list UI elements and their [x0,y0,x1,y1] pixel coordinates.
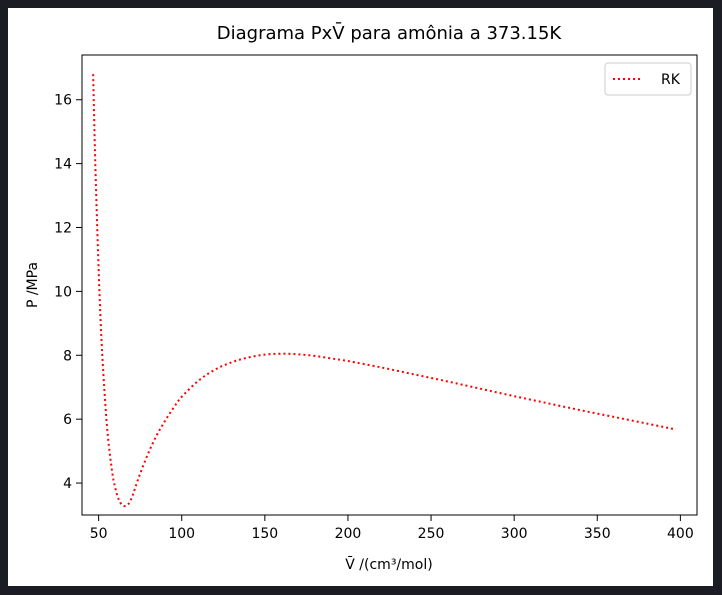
x-axis: 50 100 150 200 250 300 350 400 [90,515,694,542]
x-tick-label: 350 [584,526,611,542]
x-tick-label: 250 [418,526,445,542]
y-tick-label: 16 [54,93,72,109]
y-tick-label: 8 [63,348,72,364]
x-tick-label: 300 [501,526,528,542]
legend-box [604,62,692,96]
chart-svg: Diagrama PxV̄ para amônia a 373.15K 50 10… [25,22,698,573]
series-layer [92,74,676,508]
x-axis-label: V̄ /(cm³/mol) [345,555,432,573]
chart-title: Diagrama PxV̄ para amônia a 373.15K [217,22,563,44]
y-axis: 4 6 8 10 12 14 16 [54,93,82,492]
x-tick-label: 50 [90,526,108,542]
x-tick-label: 200 [335,526,362,542]
legend-label-rk: RK [661,72,681,88]
y-tick-label: 14 [54,157,72,173]
legend: RK [604,62,692,96]
y-tick-label: 10 [54,284,72,300]
axes-frame [81,54,698,516]
figure: Diagrama PxV̄ para amônia a 373.15K 50 10… [8,8,713,586]
x-tick-label: 100 [168,526,195,542]
x-tick-label: 150 [251,526,278,542]
series-line-rk [92,74,676,508]
y-axis-label: P /MPa [25,262,41,308]
x-tick-label: 400 [667,526,694,542]
y-tick-label: 6 [63,412,72,428]
y-tick-label: 12 [54,221,72,237]
y-tick-label: 4 [63,476,72,492]
